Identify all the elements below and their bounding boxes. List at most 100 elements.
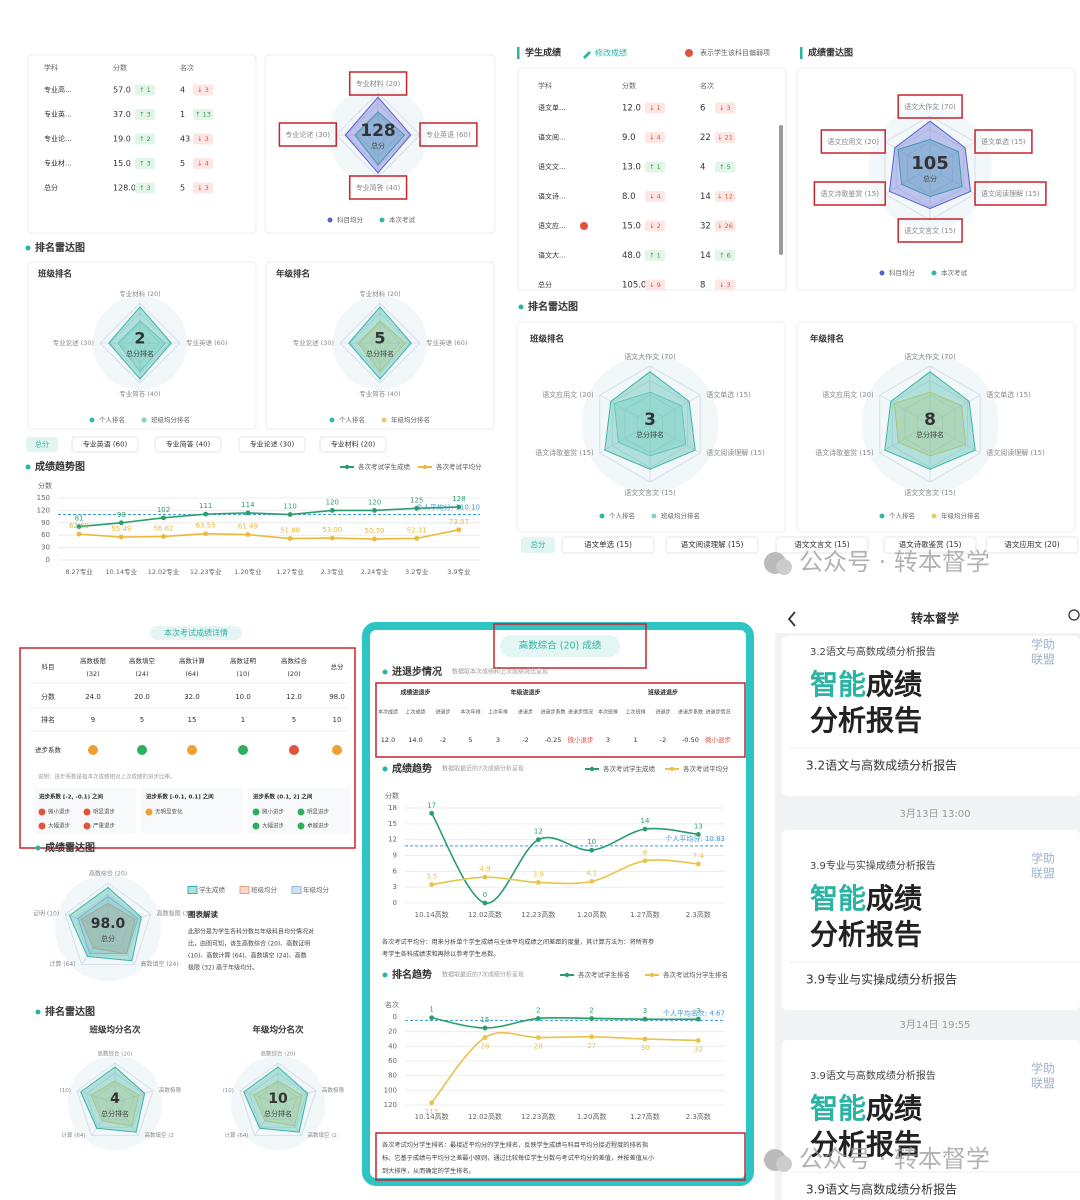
progress-icon [332,745,342,755]
report-card[interactable] [782,830,1080,1010]
section-title: 排名雷达图 [45,1005,95,1018]
legend-label: 卓越进步 [307,822,330,830]
cell: 微小退步 [705,735,732,744]
tab[interactable] [985,536,1079,554]
report-card[interactable] [782,636,1080,796]
radar-axis-label: 专业材料 (20) [356,79,401,88]
x-tick-label: 12.02专业 [148,567,180,576]
data-point [642,826,648,832]
change-value: ↓ 4 [649,134,661,142]
radar-ring [104,1092,126,1112]
cell: 10.0 [235,693,251,701]
tab[interactable] [238,436,306,453]
tab[interactable] [521,537,555,553]
y-tick-label: 15 [388,820,397,828]
tab-label[interactable]: 语文阅读理解 (15) [681,539,744,549]
back-icon[interactable] [787,611,796,627]
section-title: 排名趋势 [392,968,432,981]
tab[interactable] [775,536,869,554]
score: 12.0 [622,104,641,114]
data-point [329,535,335,541]
cover-text: 智能 [810,882,866,915]
radar-title: 年级均分名次 [252,1025,304,1036]
series-line [431,1016,699,1029]
tab[interactable] [561,536,655,554]
legend-label: 科目均分 [889,268,916,277]
tab[interactable] [883,536,977,554]
radar-axis-label: 语文诗歌鉴赏 (15) [815,448,874,457]
y-axis-label: 名次 [385,1000,399,1009]
legend-dot [649,972,655,978]
data-label: 28 [481,1043,490,1051]
radar-axis-label: (10) [223,1088,234,1094]
tab-label[interactable]: 专业简答 (40) [166,440,211,449]
x-tick-label: 1.20专业 [234,567,262,576]
radar-axis-label: 语文大作文 (70) [624,352,676,361]
legend-dot [589,766,595,772]
tab-label[interactable]: 专业论述 (30) [250,440,295,449]
x-tick-label: 10.14高数 [415,910,449,919]
tab[interactable] [319,436,387,453]
group-header: 年级进退步 [510,689,540,697]
change-value: ↓ 3 [197,184,209,192]
column-header: 分数 [113,63,127,72]
change-badge [193,182,213,194]
radar-center-value: 2 [134,329,145,348]
rank: 5 [180,184,185,193]
data-point [456,527,462,533]
change-value: ↓ 1 [649,104,661,112]
tab-label[interactable]: 专业材料 (20) [331,440,376,449]
phone-frame [362,622,754,1186]
group-header: 成绩进退步 [400,689,430,697]
highlight-box [348,71,408,96]
tab[interactable] [26,437,58,452]
data-label: 50.70 [364,527,384,535]
tab-label[interactable]: 语文诗歌鉴赏 (15) [899,539,962,549]
cell: 1 [633,736,637,744]
report-name[interactable]: 3.2语文与高数成绩分析报告 [806,758,957,773]
legend-label: 个人排名 [609,511,635,520]
radar-center-value: 105 [911,153,949,174]
edit-link[interactable]: 修改成绩 [595,48,627,58]
tab-label[interactable]: 专业英语 (60) [83,440,128,449]
report-name[interactable]: 3.9专业与实操成绩分析报告 [806,972,957,987]
data-label: 14 [641,817,650,825]
reading-text: 极限 (32) 高于年级均分。 [188,964,258,972]
data-point [589,847,595,853]
report-card[interactable] [782,1040,1080,1200]
tab-label[interactable]: 语文应用文 (20) [1004,539,1059,549]
tab-label[interactable]: 总分 [35,440,49,449]
chart-subtitle: 数据取最近的7次成绩分析呈现 [442,971,524,979]
tab[interactable] [665,536,759,554]
data-point [203,531,209,537]
radar-center-label: 总分排名 [126,349,154,358]
legend-label: 明显退步 [93,808,116,816]
change-value: ↓ 3 [719,104,731,112]
legend-label: 微小进步 [262,808,285,816]
radar-area [344,96,412,174]
tab-label[interactable]: 语文单选 (15) [584,539,632,549]
data-point [482,874,488,880]
radar-area [613,391,687,457]
x-tick-label: 1.20高数 [577,910,607,919]
radar-center-value: 4 [110,1091,120,1107]
cell: 排名 [41,715,55,724]
data-point [642,858,648,864]
data-label: 90 [117,511,126,519]
score: 48.0 [622,251,641,261]
data-point [535,1016,541,1021]
tab[interactable] [154,436,222,453]
data-label: 27 [587,1042,596,1050]
y-tick-label: 150 [37,494,50,502]
radar-axis-label: 语文文言文 (15) [904,488,956,497]
column-header: 本次年排 [460,709,480,716]
change-badge [193,133,213,145]
tab-label[interactable]: 语文文言文 (15) [794,539,849,549]
report-name[interactable]: 3.9语文与高数成绩分析报告 [806,1182,957,1197]
progress-icon [297,822,305,830]
tab[interactable] [71,436,139,453]
subject-name: 语文诗... [538,192,566,201]
radar-ring [248,1072,308,1128]
tab-label[interactable]: 总分 [531,539,546,549]
y-tick-label: 60 [41,531,50,539]
